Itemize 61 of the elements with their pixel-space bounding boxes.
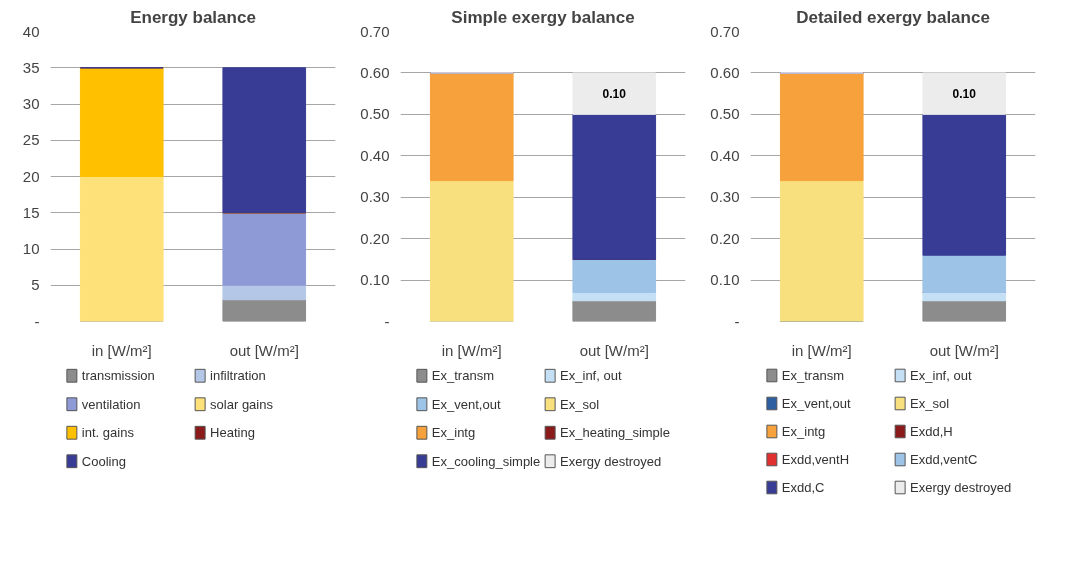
- y-tick-label: 0.50: [360, 105, 390, 123]
- legend-label: Heating: [210, 425, 255, 441]
- y-tick-label: 0.70: [360, 22, 390, 40]
- legend-label: Ex_cooling_simple: [431, 453, 541, 469]
- legend-label: Ex_transm: [781, 368, 844, 383]
- y-tick-label: 0.60: [360, 63, 390, 81]
- y-tick-label: 30: [22, 95, 40, 112]
- legend-label: Ex_transm: [431, 368, 494, 384]
- y-tick-label: 0.20: [710, 229, 740, 247]
- legend-label: Exdd,C: [781, 480, 825, 495]
- legend-label: Ex_sol: [910, 396, 950, 411]
- y-tick-label: 0.10: [360, 271, 390, 289]
- y-tick-label: 0.60: [710, 63, 740, 81]
- y-tick-label: 0.40: [710, 146, 740, 164]
- legend-label: Ex_vent,out: [781, 396, 851, 411]
- legend-label: Ex_inf, out: [910, 368, 972, 383]
- data-label: 0.10: [602, 87, 627, 102]
- legend-label: Ex_intg: [431, 425, 476, 441]
- legend-label: Exdd,ventC: [910, 452, 978, 467]
- y-tick-label: 40: [22, 22, 40, 40]
- y-tick-label: 20: [22, 167, 40, 185]
- legend-label: Exdd,ventH: [781, 452, 850, 467]
- legend-label: int. gains: [81, 425, 135, 441]
- y-tick-label: -: [384, 312, 390, 330]
- x-tick-label: in [W/m²]: [791, 341, 852, 359]
- x-tick-label: in [W/m²]: [441, 341, 502, 359]
- x-tick-label: out [W/m²]: [929, 341, 999, 359]
- legend-label: transmission: [81, 368, 155, 384]
- x-tick-label: out [W/m²]: [229, 341, 299, 359]
- legend-label: Ex_sol: [560, 396, 600, 412]
- legend-label: Exergy destroyed: [560, 453, 662, 469]
- y-tick-label: 10: [22, 240, 40, 257]
- x-tick-label: out [W/m²]: [579, 341, 649, 359]
- y-tick-label: 0.20: [360, 229, 390, 247]
- y-tick-label: 15: [22, 203, 40, 221]
- legend-label: ventilation: [81, 396, 141, 412]
- chart-title: Detailed exergy balance: [796, 7, 990, 27]
- legend-label: Ex_heating_simple: [560, 425, 670, 441]
- legend-label: Ex_intg: [781, 424, 826, 439]
- legend-label: solar gains: [210, 396, 274, 412]
- y-tick-label: 0.30: [710, 188, 740, 206]
- y-tick-label: 0.70: [710, 22, 740, 40]
- legend-label: Ex_inf, out: [560, 368, 622, 384]
- y-tick-label: 0.40: [360, 146, 390, 164]
- y-tick-label: 0.30: [360, 188, 390, 206]
- y-tick-label: 0.50: [710, 105, 740, 123]
- y-tick-label: -: [734, 312, 740, 330]
- legend-label: Ex_vent,out: [431, 396, 501, 412]
- y-tick-label: 5: [31, 276, 40, 294]
- chart-title: Energy balance: [130, 7, 256, 27]
- legend-label: Exdd,H: [910, 424, 953, 439]
- y-tick-label: 35: [22, 58, 40, 76]
- chart-title: Simple exergy balance: [451, 7, 635, 27]
- legend-label: infiltration: [210, 368, 266, 384]
- legend-label: Cooling: [81, 453, 126, 469]
- y-tick-label: -: [34, 312, 40, 330]
- y-tick-label: 25: [22, 131, 40, 149]
- y-tick-label: 0.10: [710, 271, 740, 289]
- legend-label: Exergy destroyed: [910, 480, 1012, 495]
- x-tick-label: in [W/m²]: [91, 341, 152, 359]
- data-label: 0.10: [952, 87, 977, 102]
